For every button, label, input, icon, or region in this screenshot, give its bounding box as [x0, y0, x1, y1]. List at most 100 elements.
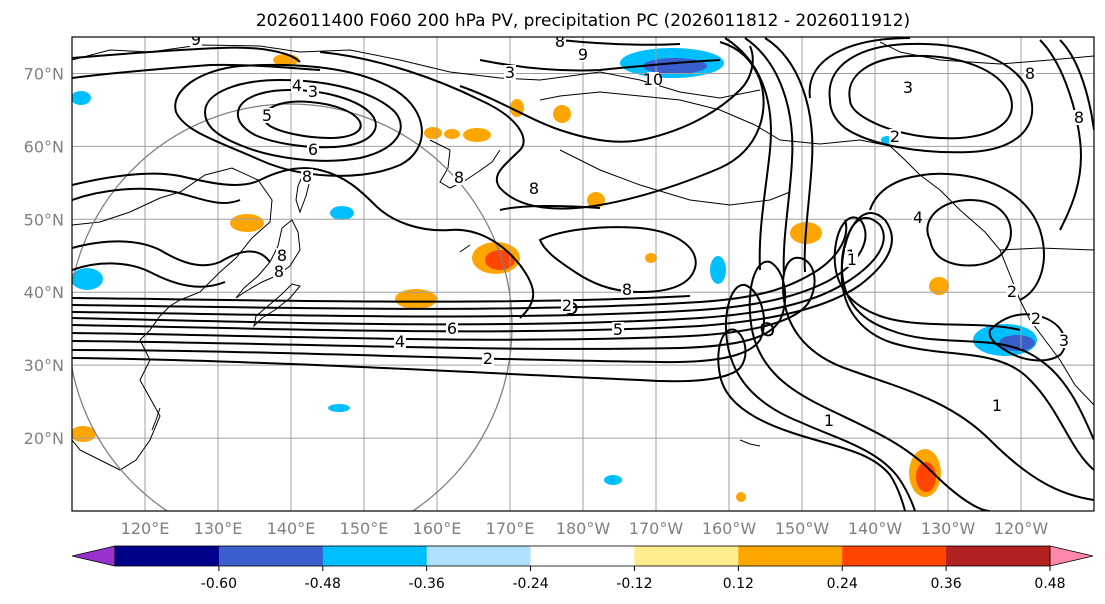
range-ring	[72, 103, 513, 511]
colorbar-tick-label: 0.36	[931, 576, 962, 592]
colorbar-swatch	[842, 546, 947, 566]
contour-label: 8	[555, 32, 565, 51]
contour-label-bg	[190, 37, 202, 47]
contour-label-bg	[273, 264, 285, 279]
colorbar-swatch	[530, 546, 635, 566]
contour-label: 1	[992, 396, 1002, 415]
contour-label-bg	[276, 248, 288, 263]
contour-label: 8	[274, 262, 284, 281]
colorbar-swatch	[218, 546, 324, 566]
lon-tick-label: 160°W	[702, 519, 757, 538]
colorbar-tick-label: -0.12	[616, 576, 652, 592]
map-frame	[71, 36, 1095, 512]
contour-label-bg	[554, 37, 566, 49]
colorbar-extend-high	[1049, 545, 1094, 567]
colorbar-swatch	[634, 546, 739, 566]
contour-label: 1	[824, 411, 834, 430]
contour-label-bg	[301, 169, 313, 184]
contour-label: 1	[847, 250, 857, 269]
contour-label-bg	[307, 84, 319, 99]
contour-label: 9	[191, 30, 201, 49]
contour-label: 3	[903, 78, 913, 97]
lat-tick-label: 40°N	[24, 283, 64, 302]
contour-label-bg	[504, 65, 516, 80]
lon-tick-label: 170°W	[629, 519, 684, 538]
contour-label-bg	[261, 108, 273, 123]
lon-tick-label: 150°W	[775, 519, 830, 538]
contour-label: 8	[1025, 64, 1035, 83]
contour-label: 2	[890, 127, 900, 146]
contour-label: 10	[643, 70, 663, 89]
contour-label: 5	[262, 106, 272, 125]
contour-label-bg	[1006, 284, 1018, 299]
contour-label: 8	[1074, 108, 1084, 127]
contour-label: 2	[1031, 309, 1041, 328]
colorbar-tick-label: 0.48	[1034, 576, 1065, 592]
colorbar-tick-label: 0.24	[827, 576, 858, 592]
contour-label-bg	[394, 334, 406, 349]
contour-label: 8	[277, 246, 287, 265]
lat-tick-label: 50°N	[24, 210, 64, 229]
contour-label-bg	[621, 282, 633, 297]
lon-tick-label: 170°E	[486, 519, 535, 538]
contour-label: 9	[578, 45, 588, 64]
colorbar-tick-label: -0.24	[512, 576, 548, 592]
lon-tick-label: 150°E	[340, 519, 389, 538]
contour-label-bg	[846, 252, 858, 267]
contour-label: 8	[302, 167, 312, 186]
lon-tick-label: 130°E	[194, 519, 243, 538]
contour-label-bg	[453, 170, 465, 185]
contour-label-bg	[1073, 110, 1085, 125]
colorbar-swatch	[322, 546, 428, 566]
colorbar-swatch	[738, 546, 843, 566]
colorbar-swatch	[946, 546, 1051, 566]
lat-tick-label: 30°N	[24, 356, 64, 375]
longitude-labels: 120°E 130°E 140°E 150°E 160°E 170°E 180°W 170°W…	[121, 519, 1049, 538]
contour-label: 4	[913, 208, 923, 227]
contour-label: 8	[622, 280, 632, 299]
contour-label: 3	[505, 63, 515, 82]
contour-labels: 984356888311089832824188654212231	[190, 30, 1085, 430]
lon-tick-label: 140°E	[267, 519, 316, 538]
colorbar-tick-label: 0.12	[723, 576, 754, 592]
colorbar-swatch	[426, 546, 532, 566]
contour-label-bg	[647, 72, 659, 87]
contour-label-bg	[482, 351, 494, 366]
contour-label-bg	[612, 322, 624, 337]
lon-tick-label: 120°W	[994, 519, 1049, 538]
lat-tick-label: 60°N	[24, 137, 64, 156]
colorbar: -0.60 -0.48 -0.36 -0.24 -0.12 0.12 0.24 0.36 0.4…	[71, 545, 1094, 592]
contour-label-bg	[902, 80, 914, 95]
contour-label: 3	[1059, 331, 1069, 350]
contour-label-bg	[307, 142, 319, 157]
colorbar-tick-label: -0.36	[409, 576, 445, 592]
contour-label-bg	[1030, 311, 1042, 326]
contour-label-bg	[991, 398, 1003, 413]
chart-title: 2026011400 F060 200 hPa PV, precipitatio…	[256, 11, 910, 31]
contour-label: 6	[308, 140, 318, 159]
contour-label: 3	[308, 82, 318, 101]
contour-label-bg	[446, 321, 458, 336]
contour-label-bg	[1058, 333, 1070, 348]
lon-tick-label: 120°E	[121, 519, 170, 538]
contour-label-bg	[528, 181, 540, 196]
colorbar-outline	[114, 545, 1051, 567]
lon-tick-label: 130°W	[921, 519, 976, 538]
contour-label: 5	[613, 320, 623, 339]
contour-label: 4	[395, 332, 405, 351]
contour-label: 2	[483, 349, 493, 368]
contour-label-bg	[1024, 66, 1036, 81]
lon-tick-label: 140°W	[848, 519, 903, 538]
pv-contours	[72, 37, 1094, 511]
contour-label: 2	[1007, 282, 1017, 301]
contour-label-bg	[291, 78, 303, 93]
colorbar-swatch	[115, 546, 220, 566]
lat-tick-label: 70°N	[24, 64, 64, 83]
contour-label: 8	[529, 179, 539, 198]
colorbar-extend-low	[71, 545, 116, 567]
contour-label-bg	[912, 210, 924, 225]
lon-tick-label: 160°E	[413, 519, 462, 538]
contour-label: 6	[447, 319, 457, 338]
contour-label: 2	[562, 296, 572, 315]
